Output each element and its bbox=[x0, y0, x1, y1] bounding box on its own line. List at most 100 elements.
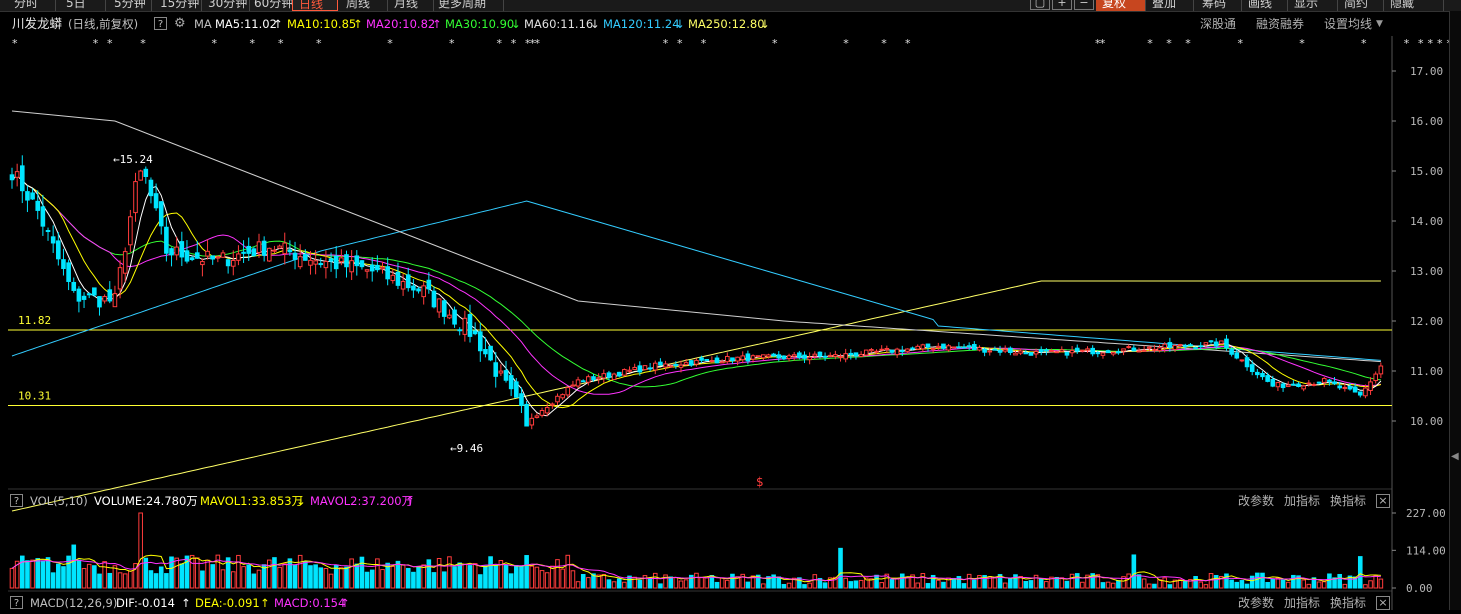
candle-body bbox=[941, 343, 946, 349]
volume-bar bbox=[503, 564, 509, 589]
candle-body bbox=[354, 255, 360, 267]
candle-body bbox=[812, 353, 818, 357]
scroll-arrow-icon[interactable]: ◀ bbox=[1451, 451, 1459, 462]
simple-button[interactable]: 简约 bbox=[1338, 0, 1384, 11]
help-icon[interactable]: ? bbox=[154, 17, 167, 30]
candle-body bbox=[1033, 350, 1039, 355]
macd-close-icon[interactable]: × bbox=[1376, 596, 1390, 610]
volume-bar bbox=[519, 565, 524, 589]
right-scrollbar[interactable]: ◀ bbox=[1449, 11, 1461, 610]
candle bbox=[1203, 342, 1209, 348]
volume-bar bbox=[117, 572, 123, 589]
price-axis-label: 15.00 bbox=[1410, 165, 1443, 178]
candle bbox=[493, 352, 499, 388]
macd-help-icon[interactable]: ? bbox=[10, 596, 23, 609]
candle bbox=[575, 376, 581, 389]
tab-30min[interactable]: 30分钟 bbox=[202, 0, 250, 11]
candle-body bbox=[874, 350, 879, 353]
tab-15min[interactable]: 15分钟 bbox=[154, 0, 202, 11]
display-button[interactable]: 显示 bbox=[1288, 0, 1338, 11]
hide-button[interactable]: 隐藏 bbox=[1384, 0, 1444, 11]
macd-add-indicator-link[interactable]: 加指标 bbox=[1284, 596, 1321, 610]
draw-line-button[interactable]: 画线 bbox=[1242, 0, 1288, 11]
vol-switch-indicator-link[interactable]: 换指标 bbox=[1330, 494, 1367, 508]
candle bbox=[1368, 377, 1373, 396]
ma-info-row: 川发龙蟒 (日线,前复权) ? ⚙ MA MA5:11.02 ↑ MA10:10… bbox=[0, 13, 1392, 35]
candle-body bbox=[313, 260, 318, 265]
candle bbox=[349, 250, 354, 281]
tab-daily[interactable]: 日线 bbox=[292, 0, 338, 11]
candle bbox=[292, 241, 298, 270]
zoom-out-icon[interactable]: − bbox=[1074, 0, 1094, 10]
tab-fenshi[interactable]: 分时 bbox=[8, 0, 56, 11]
volume-bar bbox=[869, 578, 874, 589]
candle-body bbox=[1342, 386, 1348, 389]
candle bbox=[354, 250, 360, 276]
macd-edit-params-link[interactable]: 改参数 bbox=[1238, 596, 1275, 610]
volume-bar bbox=[1059, 577, 1065, 589]
event-star-icon: * bbox=[449, 37, 455, 50]
candle-body bbox=[1085, 348, 1090, 351]
candle-body bbox=[436, 298, 442, 313]
volume-bar bbox=[678, 580, 684, 589]
window-restore-icon[interactable]: ▢ bbox=[1030, 0, 1050, 10]
candle bbox=[606, 370, 612, 381]
volume-bar bbox=[1337, 573, 1342, 589]
tab-more-periods[interactable]: 更多周期 bbox=[432, 0, 504, 11]
vol-close-icon[interactable]: × bbox=[1376, 494, 1390, 508]
volume-bar bbox=[400, 564, 406, 589]
volume-bar bbox=[1183, 580, 1188, 589]
shenggutong-link[interactable]: 深股通 bbox=[1200, 17, 1237, 31]
candle-body bbox=[158, 201, 164, 227]
high-price-label: ←15.24 bbox=[113, 153, 153, 166]
volume-bar bbox=[25, 560, 30, 589]
volume-bar bbox=[755, 574, 761, 589]
candle bbox=[405, 267, 411, 292]
macd-dif: DIF:-0.014 bbox=[116, 596, 175, 610]
candle bbox=[380, 261, 385, 274]
ma10-value: MA10:10.85 bbox=[287, 17, 357, 31]
candle bbox=[879, 345, 884, 351]
gear-icon[interactable]: ⚙ bbox=[174, 16, 186, 31]
chips-button[interactable]: 筹码 bbox=[1196, 0, 1242, 11]
tab-weekly[interactable]: 周线 bbox=[340, 0, 388, 11]
tab-monthly[interactable]: 月线 bbox=[388, 0, 434, 11]
vol-add-indicator-link[interactable]: 加指标 bbox=[1284, 494, 1321, 508]
candle bbox=[910, 346, 915, 351]
volume-bar bbox=[1177, 579, 1183, 589]
chevron-down-icon[interactable]: ▼ bbox=[1376, 19, 1383, 29]
volume-bar bbox=[838, 547, 843, 589]
overlay-button[interactable]: 叠加 bbox=[1146, 0, 1194, 11]
fuquan-button[interactable]: 复权 bbox=[1096, 0, 1146, 11]
candle bbox=[869, 347, 874, 353]
macd-switch-indicator-link[interactable]: 换指标 bbox=[1330, 596, 1367, 610]
ma5-arrow: ↑ bbox=[273, 17, 283, 31]
candle-body bbox=[694, 359, 699, 365]
volume-bar bbox=[1044, 581, 1049, 589]
volume-bar bbox=[1080, 581, 1085, 589]
margin-trading-link[interactable]: 融资融券 bbox=[1256, 17, 1305, 31]
zoom-in-icon[interactable]: + bbox=[1052, 0, 1072, 10]
tab-5min[interactable]: 5分钟 bbox=[108, 0, 152, 11]
volume-bar bbox=[236, 554, 241, 589]
vol-edit-params-link[interactable]: 改参数 bbox=[1238, 494, 1275, 508]
candle bbox=[997, 345, 1003, 356]
volume-bar bbox=[1219, 576, 1224, 589]
candle bbox=[9, 167, 15, 189]
volume-bar bbox=[1296, 575, 1301, 589]
volume-bar bbox=[81, 568, 87, 589]
tab-5day[interactable]: 5日 bbox=[60, 0, 106, 11]
candle-body bbox=[570, 384, 576, 387]
candle-body bbox=[683, 362, 689, 366]
volume-bar bbox=[148, 570, 154, 589]
set-ma-link[interactable]: 设置均线 bbox=[1324, 17, 1373, 31]
vol-help-icon[interactable]: ? bbox=[10, 494, 23, 507]
volume-bar bbox=[1285, 581, 1291, 589]
volume-bar bbox=[508, 573, 514, 589]
candle bbox=[874, 349, 879, 355]
volume-bar bbox=[19, 555, 25, 589]
candle-body bbox=[1224, 338, 1229, 349]
candle bbox=[863, 349, 869, 357]
candle bbox=[1378, 362, 1384, 379]
